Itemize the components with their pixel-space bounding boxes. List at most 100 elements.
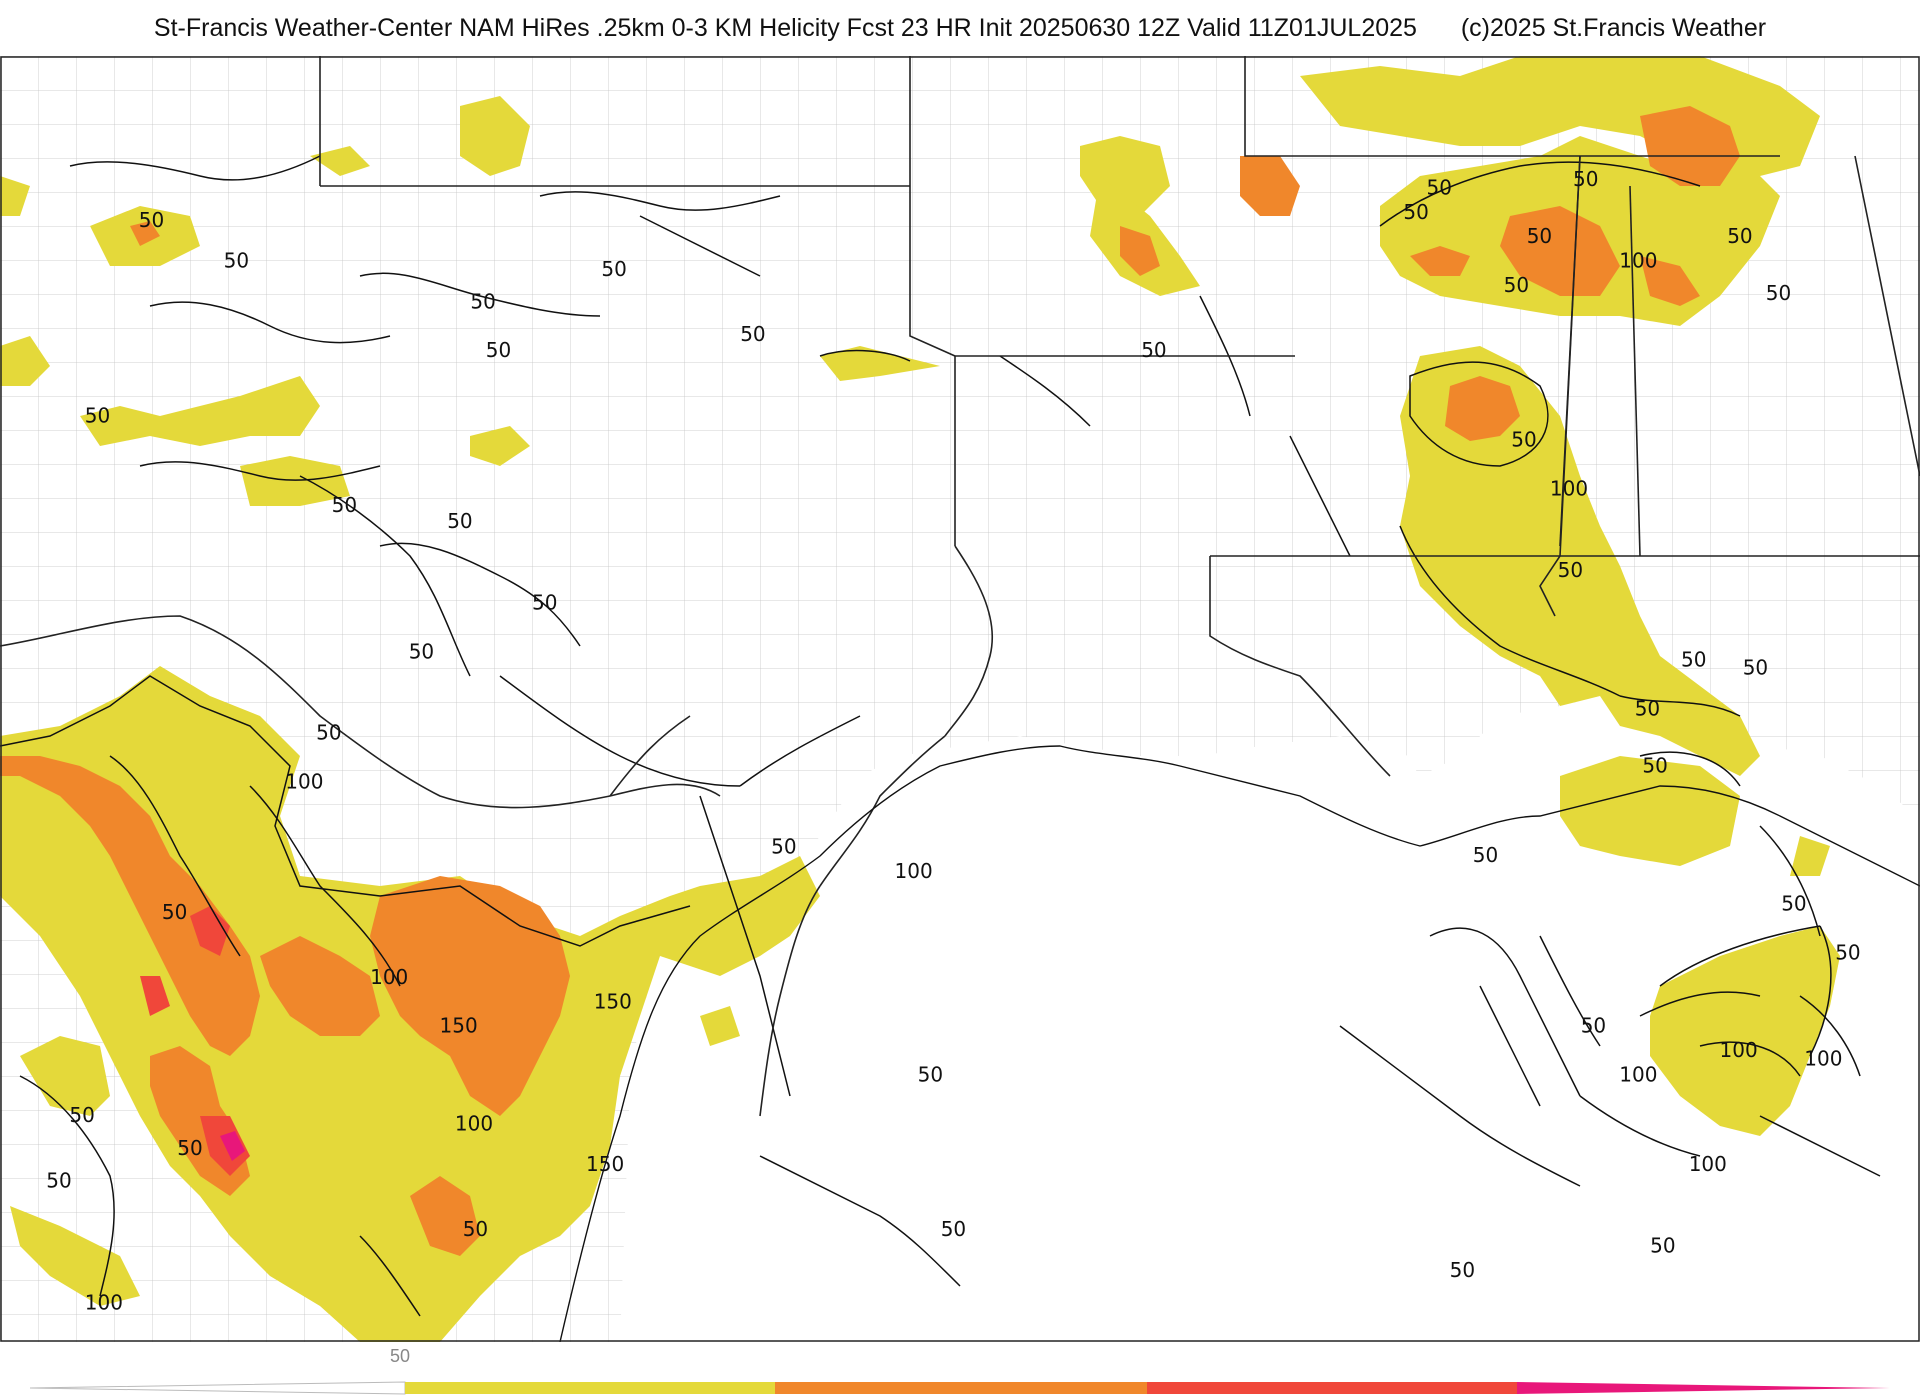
contour-label-33: 50 — [1642, 753, 1667, 777]
coastline — [559, 745, 1920, 1342]
contour-label-52: 150 — [440, 1014, 478, 1038]
contour-label-19: 50 — [941, 1217, 966, 1241]
contour-label-44: 100 — [85, 1290, 123, 1314]
helicity-shading — [0, 56, 1840, 1342]
title-text: St-Francis Weather-Center NAM HiRes .25k… — [153, 14, 1417, 42]
shade-100-mexico-west — [0, 756, 260, 1056]
contour-label-37: 50 — [1581, 1014, 1606, 1038]
shade-50-ok — [820, 346, 940, 381]
shade-50-mex-sw2 — [10, 1206, 140, 1306]
contour-label-2: 50 — [470, 289, 495, 313]
contour-label-31: 50 — [1743, 656, 1768, 680]
contour-label-5: 50 — [486, 338, 511, 362]
shade-50-tx-coast-small — [700, 1006, 740, 1046]
contour-label-51: 150 — [594, 989, 632, 1013]
contour-label-17: 50 — [46, 1168, 71, 1192]
contour-label-1: 50 — [224, 249, 249, 273]
contour-label-23: 50 — [1427, 175, 1452, 199]
legend-segment-100-150 — [775, 1382, 1147, 1394]
contour-label-36: 50 — [1835, 941, 1860, 965]
shade-50-gulf-mid — [1790, 836, 1830, 876]
shade-100-ky-west — [1240, 156, 1300, 216]
contour-label-16: 50 — [463, 1217, 488, 1241]
contour-label-14: 50 — [69, 1103, 94, 1127]
contour-label-0: 50 — [139, 208, 164, 232]
contour-label-50: 100 — [1689, 1152, 1727, 1176]
map-frame — [0, 56, 1920, 1342]
helicity-map[interactable]: 50 50 50 50 50 50 50 50 50 50 50 50 50 50 50 50 50 50 50 50… — [0, 56, 1920, 1342]
shade-50-nm-mid — [240, 456, 350, 506]
contour-label-29: 50 — [1558, 558, 1583, 582]
color-legend: 50 — [0, 1342, 1920, 1400]
contour-label-6: 50 — [85, 403, 110, 427]
shade-100-ms — [1640, 256, 1700, 306]
contour-label-15: 50 — [177, 1136, 202, 1160]
contour-label-24: 50 — [1527, 224, 1552, 248]
contour-label-38: 50 — [1650, 1234, 1675, 1258]
map-title: St-Francis Weather-Center NAM HiRes .25k… — [0, 14, 1920, 43]
contour-label-49: 100 — [1804, 1046, 1842, 1070]
contour-label-30: 50 — [1681, 647, 1706, 671]
legend-segment-50-100 — [405, 1382, 775, 1394]
contour-label-10: 50 — [409, 639, 434, 663]
state-borders — [0, 56, 1920, 1117]
legend-label-50: 50 — [390, 1346, 411, 1366]
contour-label-42: 100 — [895, 859, 933, 883]
contour-label-43: 100 — [455, 1111, 493, 1135]
contour-label-4: 50 — [740, 322, 765, 346]
contour-label-20: 50 — [1141, 338, 1166, 362]
shade-50-co2 — [310, 146, 370, 176]
shade-50-arkansas — [1400, 346, 1760, 776]
contour-label-47: 100 — [1720, 1038, 1758, 1062]
copyright-text: (c)2025 St.Francis Weather — [1460, 14, 1767, 42]
contour-label-46: 100 — [1550, 477, 1588, 501]
contour-label-22: 50 — [1403, 200, 1428, 224]
contour-label-40: 100 — [285, 770, 323, 794]
shade-100-mexico-main — [370, 876, 570, 1116]
shade-200-mex — [220, 1131, 245, 1161]
contour-label-53: 150 — [586, 1152, 624, 1176]
shade-100-ar-core — [1445, 376, 1520, 441]
shade-100-tn-west — [1410, 246, 1470, 276]
contour-label-25: 50 — [1573, 167, 1598, 191]
contour-label-11: 50 — [316, 721, 341, 745]
shade-100-tn-core — [1500, 206, 1620, 296]
helicity-contours — [0, 155, 1881, 1317]
shade-50-nm-west — [80, 376, 320, 446]
legend-segment-200-plus — [1517, 1382, 1890, 1394]
shade-50-mex-sw — [20, 1036, 110, 1116]
contour-label-32: 50 — [1635, 696, 1660, 720]
shade-150-mex1 — [190, 906, 230, 956]
contour-label-27: 50 — [1727, 224, 1752, 248]
contour-label-18: 50 — [918, 1063, 943, 1087]
shade-100-mexico-mid — [260, 936, 380, 1036]
contour-labels: 50 50 50 50 50 50 50 50 50 50 50 50 50 50 50 50 50 50 50 50… — [46, 167, 1860, 1314]
shade-100-mo — [1120, 226, 1160, 276]
contour-label-48: 100 — [1619, 1063, 1657, 1087]
contour-label-12: 50 — [771, 835, 796, 859]
shade-100-mexico-s2 — [410, 1176, 480, 1256]
contour-label-7: 50 — [332, 493, 357, 517]
contour-label-41: 100 — [370, 965, 408, 989]
contour-label-45: 100 — [1619, 249, 1657, 273]
shade-100-ky-core — [1640, 106, 1740, 186]
shade-100-nw — [130, 221, 160, 246]
shade-50-co — [460, 96, 530, 176]
contour-label-35: 50 — [1781, 892, 1806, 916]
contour-label-8: 50 — [447, 509, 472, 533]
shade-50-gulf-south — [1650, 926, 1840, 1136]
contour-label-3: 50 — [601, 257, 626, 281]
legend-segment-below-50 — [29, 1381, 406, 1395]
contour-label-34: 50 — [1473, 843, 1498, 867]
contour-label-39: 50 — [1450, 1258, 1475, 1282]
contour-label-26: 50 — [1511, 428, 1536, 452]
shade-50-left — [0, 336, 50, 386]
shade-50-gulf-east — [1560, 756, 1740, 866]
legend-segment-150-200 — [1147, 1382, 1517, 1394]
contour-label-13: 50 — [162, 900, 187, 924]
contour-label-21: 50 — [1504, 273, 1529, 297]
shade-150-mex3 — [140, 976, 170, 1016]
contour-label-28: 50 — [1766, 281, 1791, 305]
contour-label-9: 50 — [532, 591, 557, 615]
shade-50-left2 — [0, 176, 30, 216]
